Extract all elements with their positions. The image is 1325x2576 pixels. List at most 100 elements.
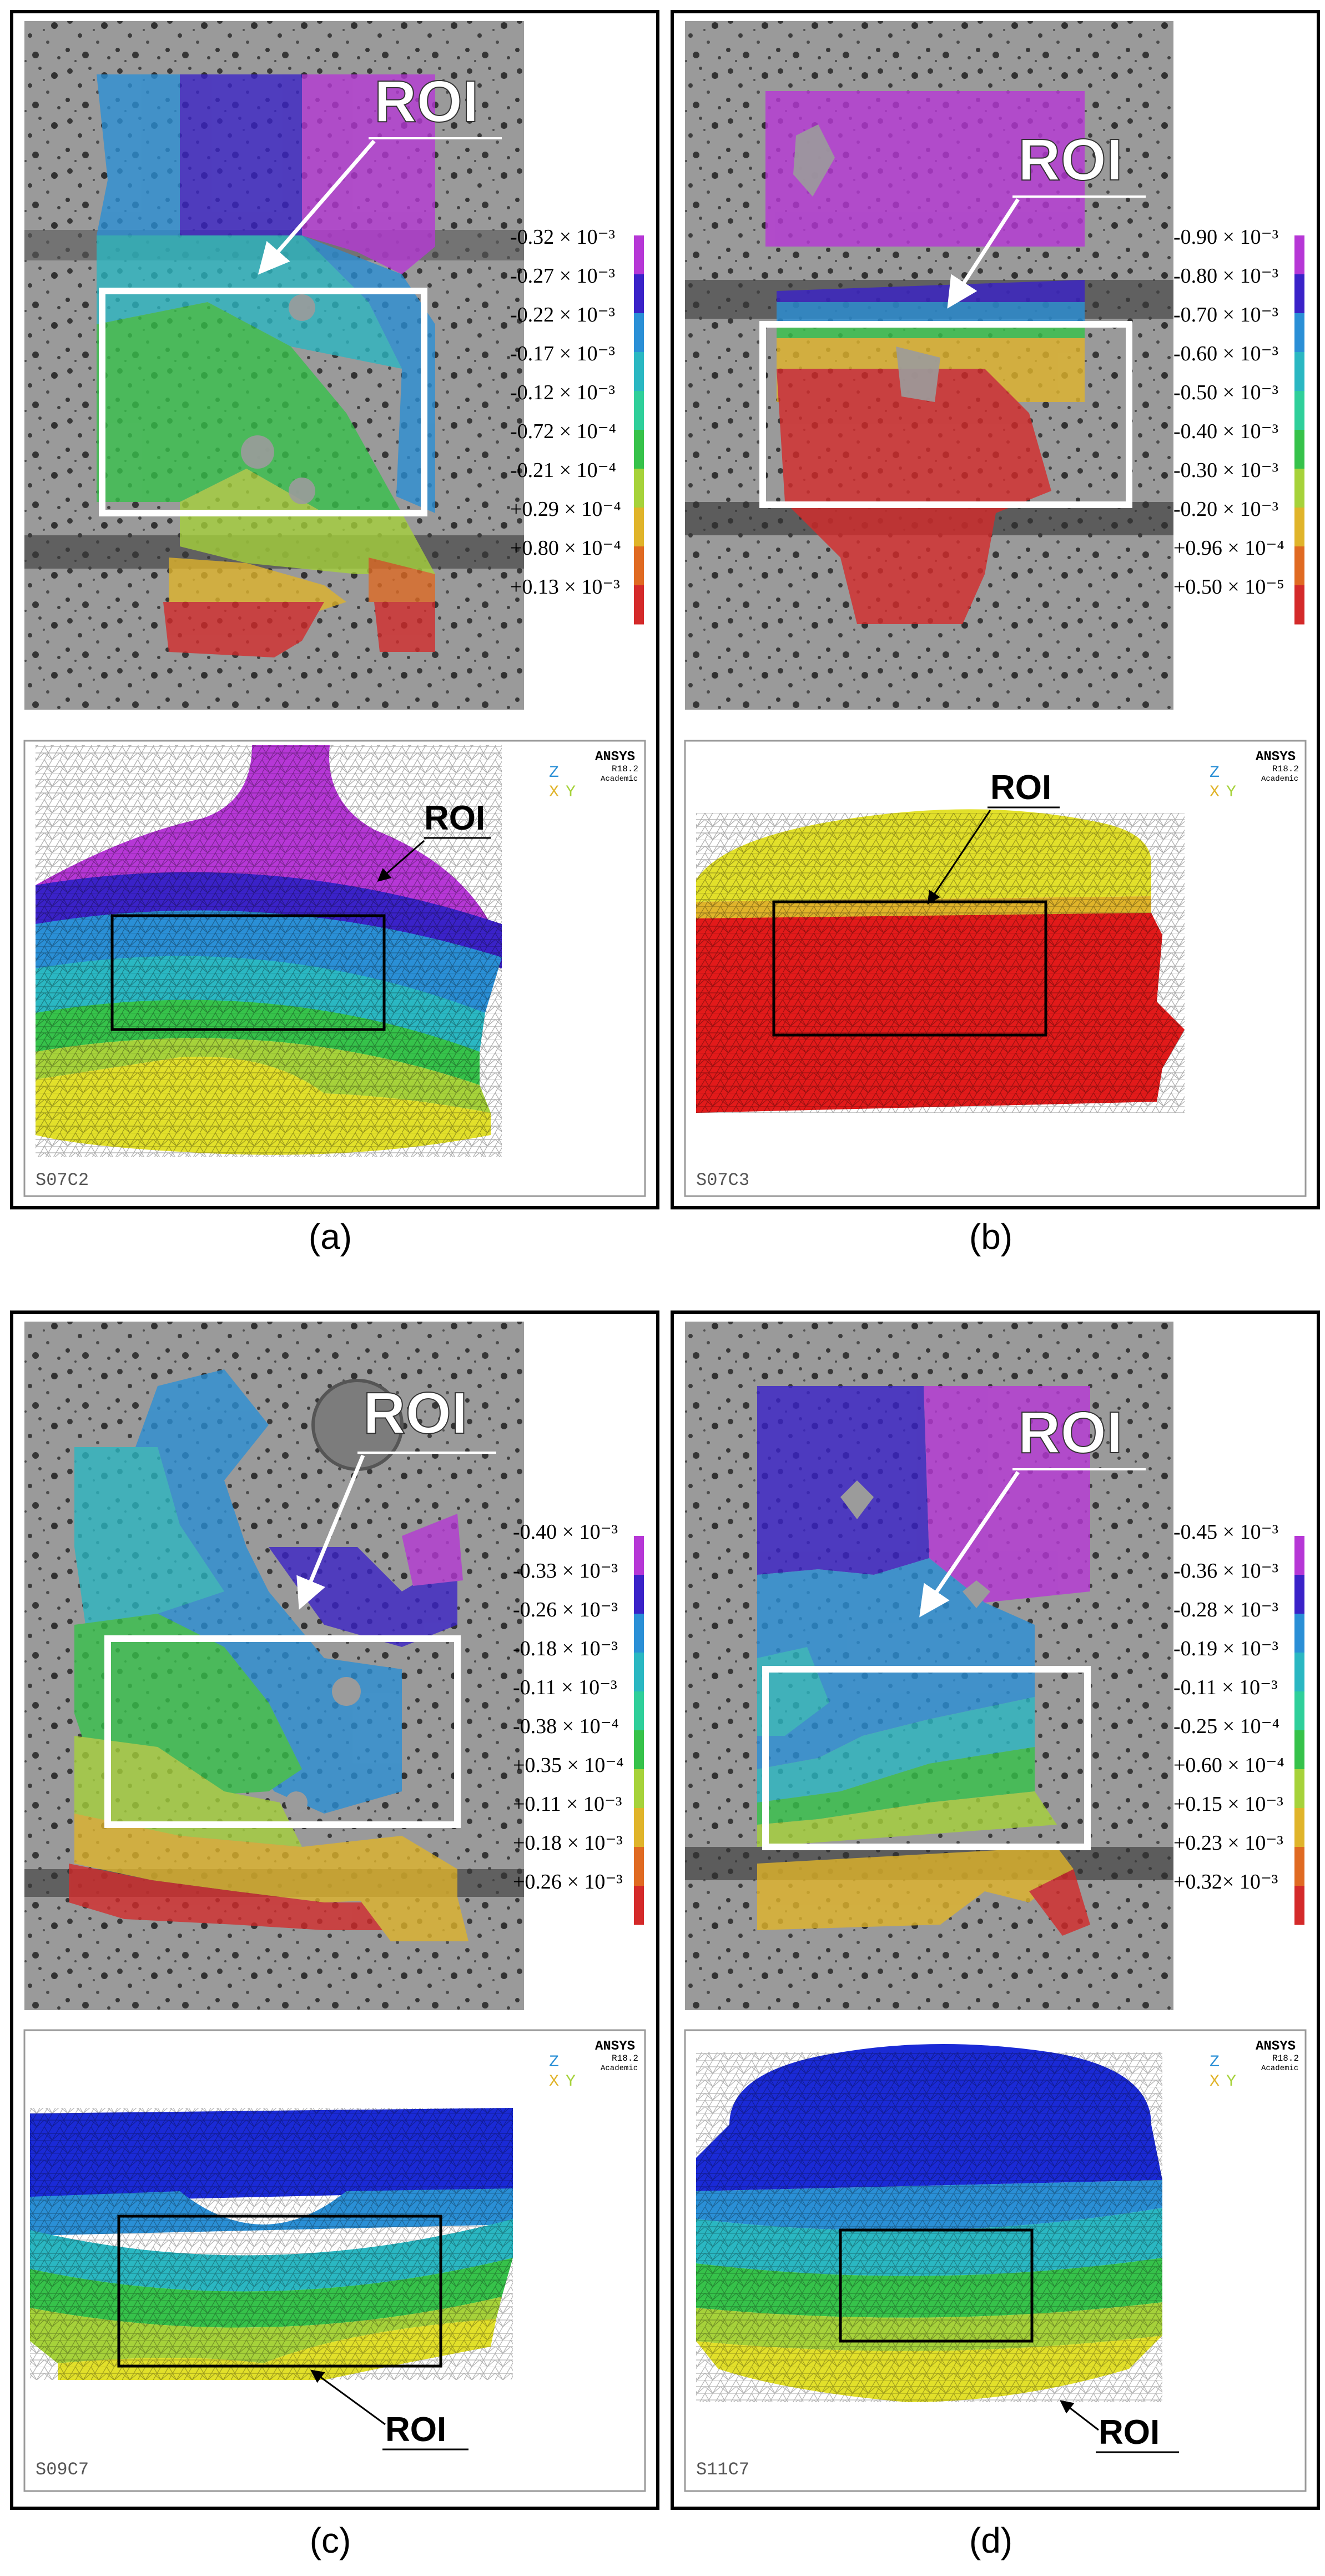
roi-label: ROI — [424, 799, 485, 837]
roi-label: ROI — [1018, 1400, 1122, 1465]
fe-model: ROI — [36, 745, 502, 1157]
colorbar-label: +0.15 × 10⁻³ — [1173, 1792, 1283, 1816]
colorbar-label: -0.32 × 10⁻³ — [510, 225, 615, 249]
colorbar-label: -0.36 × 10⁻³ — [1173, 1559, 1278, 1583]
triad-y: Y — [566, 2072, 576, 2091]
colorbar-label: -0.70 × 10⁻³ — [1173, 303, 1278, 327]
colorbar-swatch — [634, 1691, 644, 1731]
colorbar-label: -0.21 × 10⁻⁴ — [510, 459, 616, 482]
panel-c: ROI -0.40 × 10⁻³ -0.33 × 10⁻³ -0.26 × 10… — [10, 1310, 659, 2510]
colorbar-label: -0.20 × 10⁻³ — [1173, 498, 1278, 521]
colorbar-label: +0.50 × 10⁻⁵ — [1173, 575, 1284, 599]
colorbar-swatch — [1294, 1808, 1304, 1847]
triad-x: X — [549, 783, 559, 802]
colorbar-swatch — [1294, 1614, 1304, 1653]
colorbar-swatch — [1294, 1847, 1304, 1886]
colorbar-label: -0.40 × 10⁻³ — [1173, 420, 1278, 443]
colorbar-swatch — [634, 235, 644, 275]
colorbar-swatch — [1294, 585, 1304, 625]
colorbar-swatch — [634, 585, 644, 625]
triad-y: Y — [1226, 783, 1236, 802]
panel-b-graphic: ROI -0.90 × 10⁻³ -0.80 × 10⁻³ -0.70 × 10… — [684, 21, 1307, 1197]
colorbar-labels: -0.32 × 10⁻³ -0.27 × 10⁻³ -0.22 × 10⁻³ -… — [510, 225, 621, 599]
strain-overlay — [69, 1369, 468, 1941]
colorbar-swatch — [634, 274, 644, 314]
colorbar-swatch — [634, 1575, 644, 1614]
colorbar-swatch — [1294, 352, 1304, 391]
colorbar-label: -0.72 × 10⁻⁴ — [510, 420, 616, 443]
roi-arrow — [947, 198, 1020, 309]
triad-z: Z — [549, 764, 559, 782]
roi-label: ROI — [385, 2411, 446, 2449]
colorbar-label: +0.80 × 10⁻⁴ — [510, 536, 621, 560]
roi-arrow — [919, 1471, 1020, 1618]
colorbar-label: +0.96 × 10⁻⁴ — [1173, 536, 1284, 560]
axis-triad: Z X Y — [549, 764, 576, 802]
colorbar-label: -0.25 × 10⁻⁴ — [1173, 1715, 1279, 1738]
ansys-license: Academic — [601, 775, 638, 784]
colorbar-swatch — [1294, 508, 1304, 547]
roi-label: ROI — [1018, 127, 1122, 193]
roi-label: ROI — [374, 69, 478, 134]
roi-label: ROI — [363, 1380, 467, 1446]
roi-arrow — [296, 1454, 365, 1610]
colorbar-swatch — [1294, 546, 1304, 586]
panel-a-graphic: ROI -0.32 × 10⁻³ -0.27 × 10⁻³ -0.22 × 10… — [23, 21, 646, 1197]
roi-box — [772, 900, 1047, 1037]
colorbar-swatch — [1294, 1575, 1304, 1614]
triad-x: X — [1210, 783, 1220, 802]
colorbar-label: -0.11 × 10⁻³ — [513, 1676, 617, 1699]
colorbar-swatch — [634, 508, 644, 547]
colorbar — [634, 235, 644, 625]
colorbar-label: +0.29 × 10⁻⁴ — [510, 498, 621, 521]
roi-box — [110, 914, 386, 1031]
ansys-version: R18.2 — [1272, 2053, 1299, 2063]
triad-x: X — [1210, 2072, 1220, 2091]
colorbar-swatch — [634, 313, 644, 353]
roi-label: ROI — [990, 769, 1051, 807]
colorbar-label: -0.50 × 10⁻³ — [1173, 381, 1278, 404]
roi-box — [99, 288, 427, 516]
colorbar-label: -0.38 × 10⁻⁴ — [513, 1715, 619, 1738]
strain-overlay — [757, 1386, 1090, 1936]
roi-box — [117, 2215, 442, 2368]
colorbar — [634, 1536, 644, 1925]
colorbar-label: +0.18 × 10⁻³ — [513, 1831, 623, 1855]
axis-triad: Z X Y — [1210, 764, 1236, 802]
fe-model: ROI — [30, 2108, 513, 2451]
colorbar — [1294, 235, 1304, 625]
roi-arrow — [258, 139, 376, 275]
specimen-id: S07C3 — [696, 1170, 749, 1191]
colorbar-label: +0.26 × 10⁻³ — [513, 1870, 623, 1894]
colorbar-swatch — [634, 469, 644, 508]
colorbar-swatch — [634, 352, 644, 391]
colorbar-label: -0.60 × 10⁻³ — [1173, 342, 1278, 365]
specimen-id: S11C7 — [696, 2459, 749, 2480]
panel-a: ROI -0.32 × 10⁻³ -0.27 × 10⁻³ -0.22 × 10… — [10, 10, 659, 1209]
roi-box — [839, 2228, 1034, 2343]
roi-label: ROI — [1099, 2413, 1160, 2452]
ansys-license: Academic — [1261, 775, 1298, 784]
colorbar-swatch — [1294, 235, 1304, 275]
ansys-label: ANSYS — [595, 750, 635, 765]
triad-z: Z — [1210, 2053, 1220, 2072]
colorbar — [1294, 1536, 1304, 1925]
colorbar-label: -0.11 × 10⁻³ — [1173, 1676, 1278, 1699]
colorbar-swatch — [634, 1653, 644, 1692]
roi-box — [759, 321, 1132, 508]
colorbar-swatch — [634, 1808, 644, 1847]
colorbar-label: -0.40 × 10⁻³ — [513, 1520, 618, 1544]
colorbar-label: -0.27 × 10⁻³ — [510, 264, 615, 288]
colorbar-label: -0.45 × 10⁻³ — [1173, 1520, 1278, 1544]
triad-z: Z — [549, 2053, 559, 2072]
colorbar-label: -0.18 × 10⁻³ — [513, 1637, 618, 1660]
colorbar-label: -0.80 × 10⁻³ — [1173, 264, 1278, 288]
roi-arrow — [1060, 2400, 1099, 2431]
colorbar-swatch — [1294, 313, 1304, 353]
roi-arrow — [927, 810, 991, 905]
colorbar-label: -0.12 × 10⁻³ — [510, 381, 615, 404]
colorbar-label: +0.32× 10⁻³ — [1173, 1870, 1278, 1894]
fe-model: ROI — [696, 769, 1185, 1113]
panel-d-graphic: ROI -0.45 × 10⁻³ -0.36 × 10⁻³ -0.28 × 10… — [684, 1322, 1307, 2492]
colorbar-swatch — [634, 1536, 644, 1575]
